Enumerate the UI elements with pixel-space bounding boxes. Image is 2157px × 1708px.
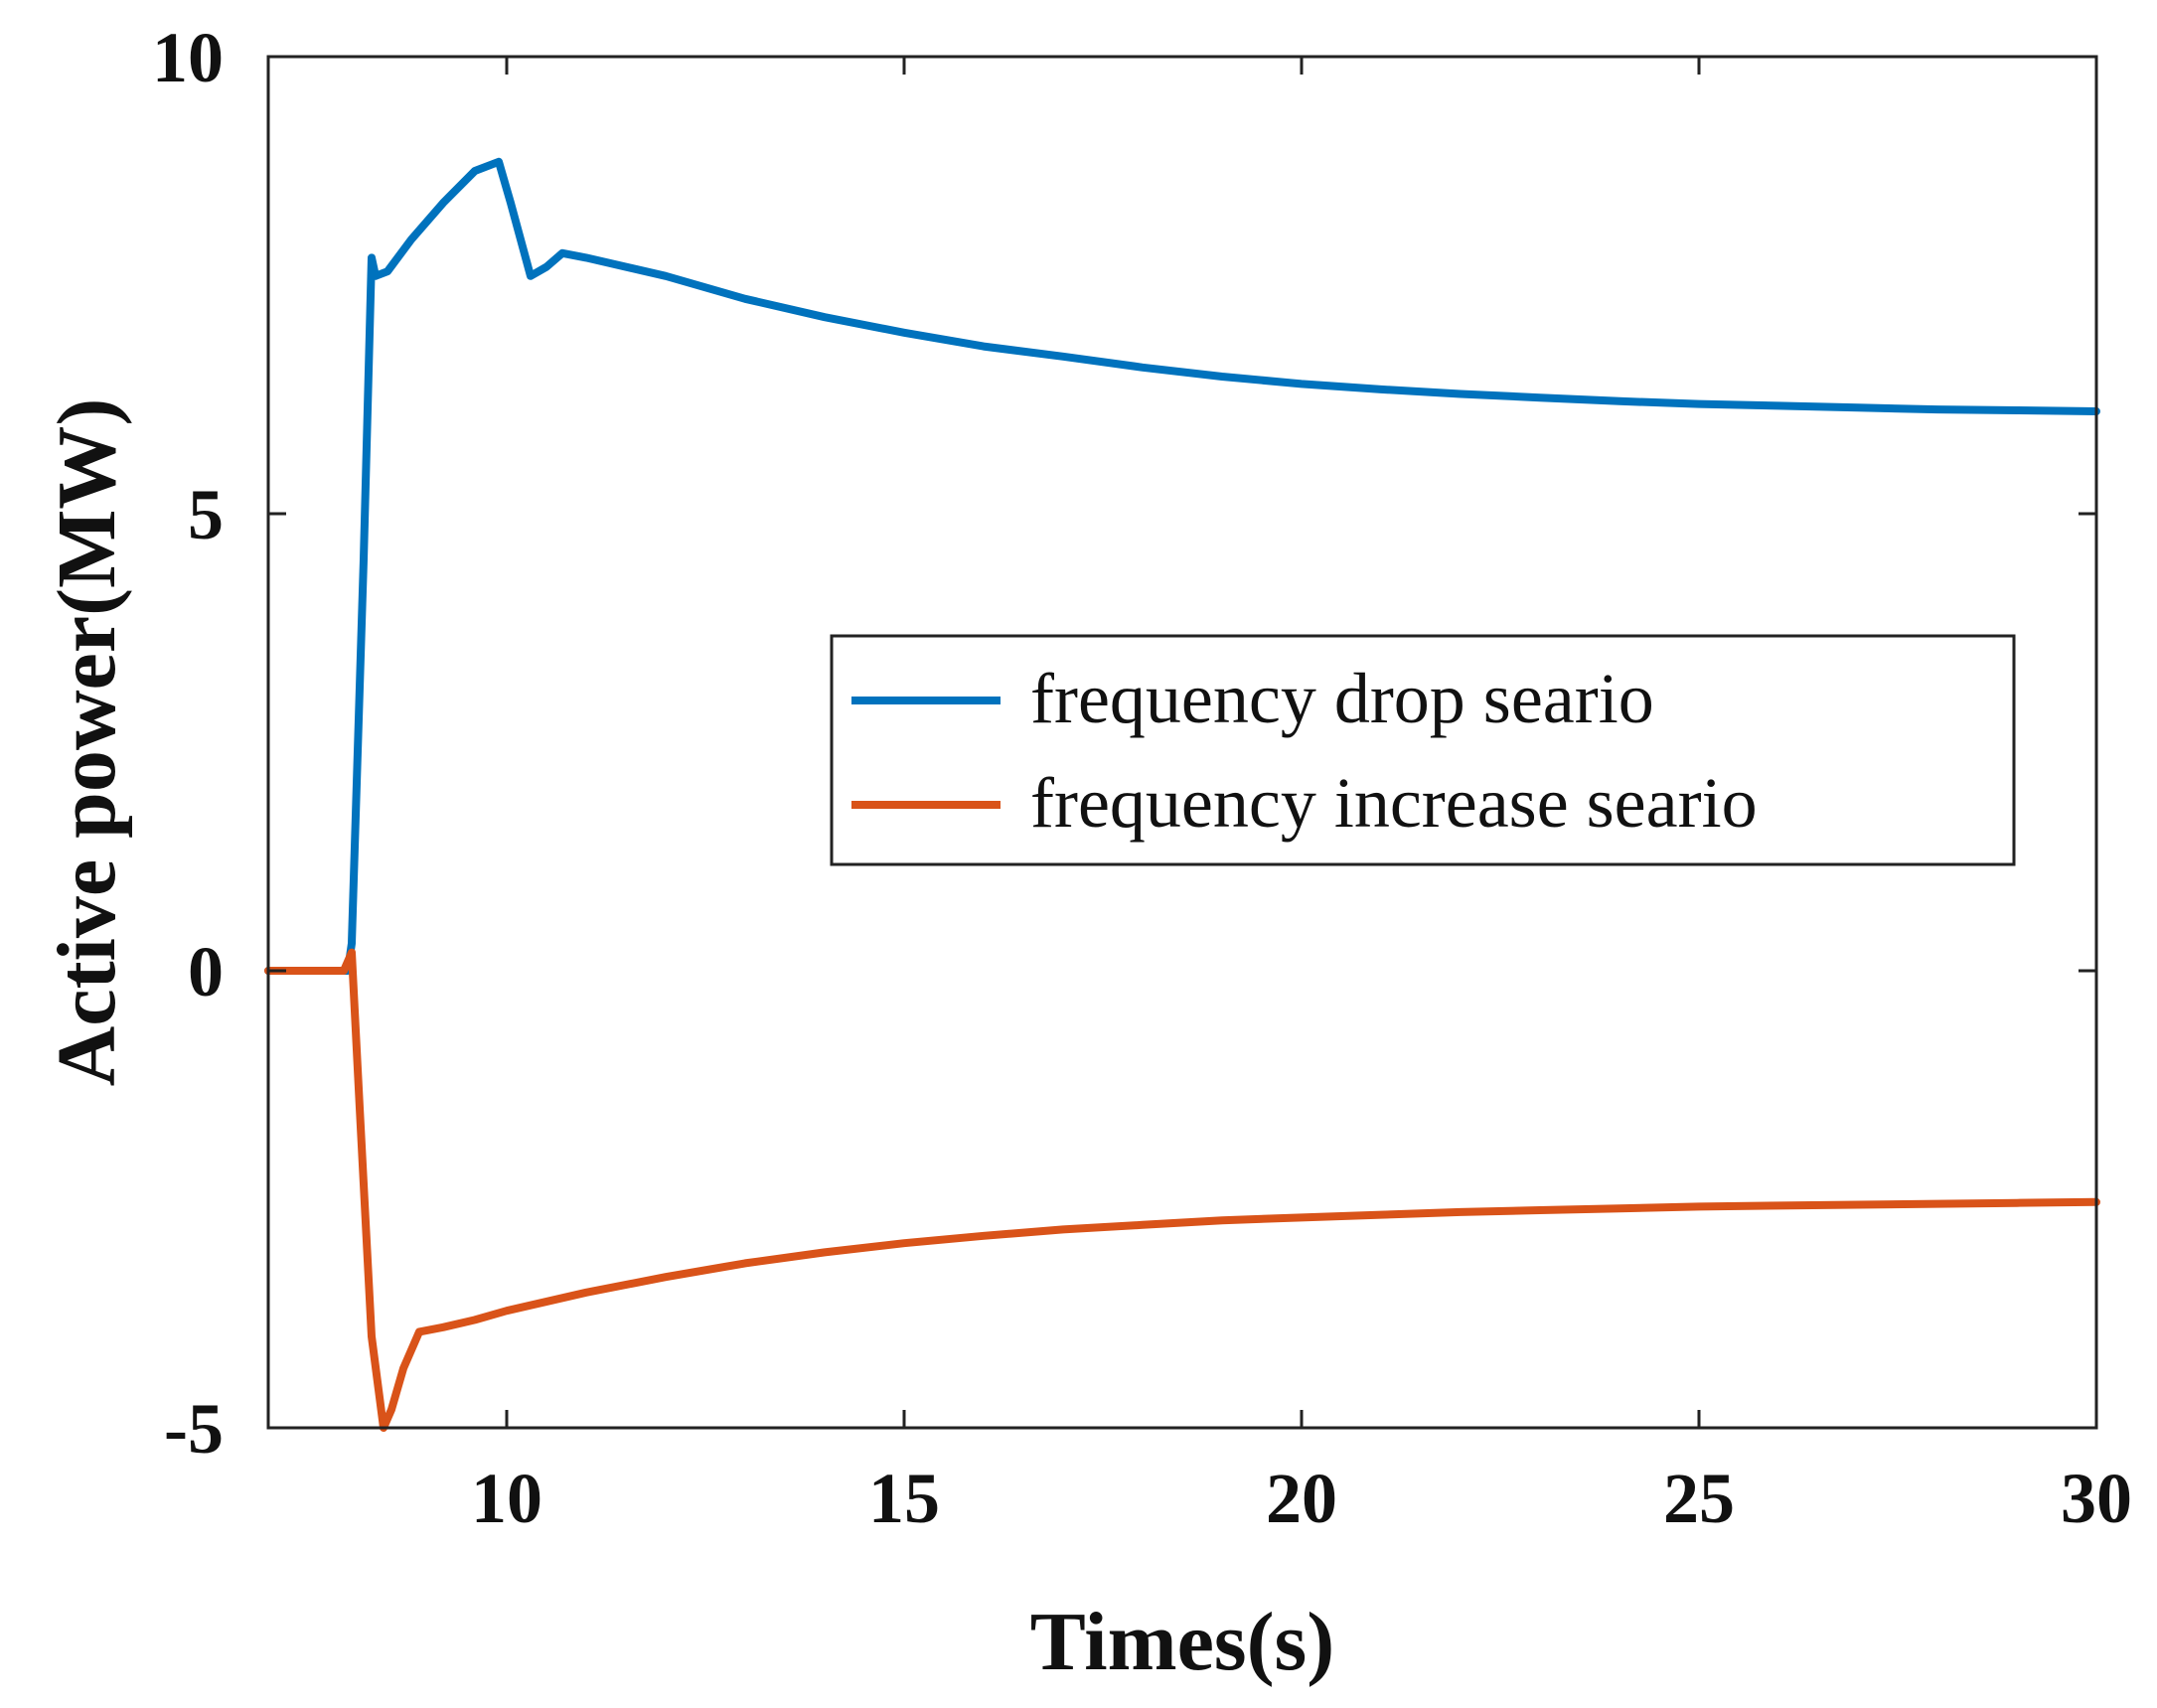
series-line-2 xyxy=(264,948,2100,1432)
series-line-1 xyxy=(264,157,2100,975)
y-tick-label: 0 xyxy=(188,932,224,1011)
x-tick-label: 25 xyxy=(1663,1459,1735,1538)
plot-area-frame xyxy=(266,55,2098,1430)
x-axis-label: Times(s) xyxy=(1030,1596,1334,1688)
legend-label-1: frequency drop seario xyxy=(1030,659,1654,738)
y-tick-label: 5 xyxy=(188,475,224,554)
x-tick-label: 30 xyxy=(2061,1459,2132,1538)
ticks-layer: 10 15 20 25 30 -5 0 5 10 xyxy=(152,18,2132,1538)
y-tick-label: 10 xyxy=(152,18,224,97)
legend: frequency drop seario frequency increase … xyxy=(830,634,2016,866)
x-tick-label: 10 xyxy=(471,1459,542,1538)
y-axis-label: Active power(MW) xyxy=(41,398,133,1087)
x-tick-label: 15 xyxy=(868,1459,940,1538)
legend-label-2: frequency increase seario xyxy=(1030,763,1758,843)
series-layer xyxy=(264,157,2100,1432)
x-tick-label: 20 xyxy=(1266,1459,1337,1538)
y-tick-label: -5 xyxy=(164,1389,224,1469)
legend-box xyxy=(830,634,2016,866)
